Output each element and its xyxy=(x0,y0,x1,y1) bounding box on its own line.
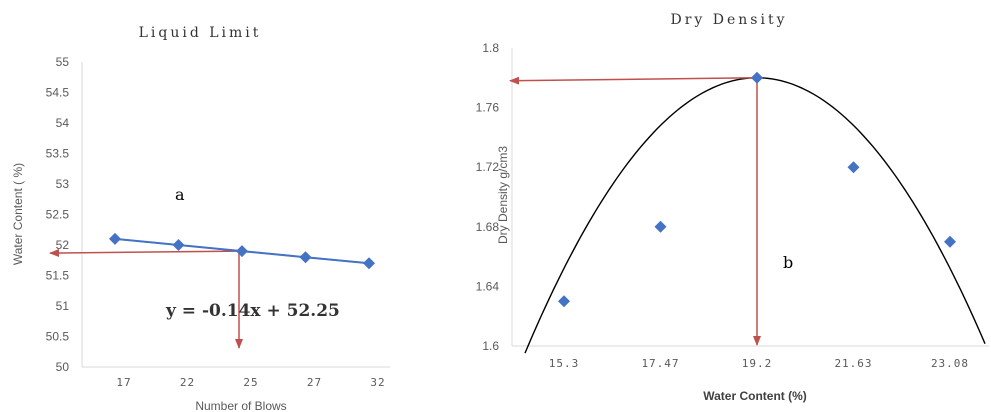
dry-density-chart: Dry Density 1.61.641.681.721.761.8 15.3 1… xyxy=(476,12,989,403)
chart-a-y-tick-label: 53.5 xyxy=(46,147,70,161)
chart-b-arrow-left xyxy=(509,76,758,85)
chart-b-points xyxy=(558,71,956,308)
chart-a-y-tick-label: 51.5 xyxy=(46,269,70,283)
chart-b-point xyxy=(847,161,860,174)
chart-a-point xyxy=(109,232,121,245)
chart-a-y-tick-label: 52 xyxy=(56,238,70,252)
chart-b-x-ticks: 15.3 17.47 19.2 21.63 23.08 xyxy=(549,357,969,370)
chart-a-y-tick-label: 53 xyxy=(56,177,70,191)
chart-a-y-tick-label: 55 xyxy=(56,55,70,69)
chart-b-title: Dry Density xyxy=(671,12,788,28)
chart-b-y-tick-label: 1.8 xyxy=(482,41,499,55)
chart-a-arrow-left xyxy=(49,249,240,258)
chart-b-point xyxy=(654,220,667,233)
chart-a-x-label: Number of Blows xyxy=(195,399,286,412)
chart-a-equation: y = -0.14x + 52.25 xyxy=(165,301,340,321)
chart-a-y-tick-label: 50.5 xyxy=(46,330,70,344)
chart-b-x-tick-label: 23.08 xyxy=(931,357,969,370)
liquid-limit-chart: Liquid Limit 5050.55151.55252.55353.5545… xyxy=(11,25,390,412)
chart-a-x-ticks: 17 22 25 27 32 xyxy=(116,376,385,389)
chart-a-title: Liquid Limit xyxy=(139,25,262,41)
chart-a-point xyxy=(363,257,375,270)
chart-a-x-tick-label: 22 xyxy=(180,376,195,389)
chart-a-y-tick-label: 50 xyxy=(56,360,70,374)
chart-a-x-tick-label: 32 xyxy=(370,376,385,389)
chart-b-y-ticks: 1.6 1.64 1.68 1.72 1.76 1.8 xyxy=(476,41,500,353)
chart-b-x-tick-label: 21.63 xyxy=(834,357,872,370)
chart-b-x-tick-label: 17.47 xyxy=(641,357,679,370)
chart-b-x-tick-label: 15.3 xyxy=(549,357,580,370)
chart-b-arrows xyxy=(509,76,761,346)
chart-b-y-tick-label: 1.6 xyxy=(482,339,499,353)
chart-a-x-tick-label: 17 xyxy=(116,376,131,389)
chart-b-y-label: Dry Density g/cm3 xyxy=(496,146,510,244)
chart-a-y-tick-label: 52.5 xyxy=(46,208,70,222)
chart-a-points xyxy=(109,232,375,270)
chart-b-point xyxy=(944,235,956,248)
chart-a-point xyxy=(236,245,248,258)
chart-a-point xyxy=(172,239,185,251)
chart-a-y-label: Water Content ( %) xyxy=(11,163,25,265)
chart-b-fit-curve xyxy=(524,77,986,354)
chart-a-y-tick-label: 54.5 xyxy=(46,86,70,100)
chart-a-y-tick-label: 54 xyxy=(56,116,70,130)
chart-a-y-tick-label: 51 xyxy=(56,299,70,313)
chart-b-point xyxy=(751,71,763,84)
chart-b-point xyxy=(558,295,570,308)
chart-a-x-tick-label: 25 xyxy=(243,376,258,389)
chart-a-arrows xyxy=(49,249,243,349)
chart-b-x-tick-label: 19.2 xyxy=(742,357,773,370)
chart-b-x-label: Water Content (%) xyxy=(703,389,807,403)
chart-a-annotation: a xyxy=(175,185,185,204)
chart-b-fit-curve-line xyxy=(524,77,986,354)
chart-b-y-tick-label: 1.68 xyxy=(476,220,500,234)
chart-b-y-tick-label: 1.64 xyxy=(476,279,500,293)
chart-b-y-tick-label: 1.76 xyxy=(476,101,500,115)
chart-b-annotation: b xyxy=(783,253,793,272)
chart-a-x-tick-label: 27 xyxy=(307,376,322,389)
chart-a-y-ticks: 50 50.5 51 51.5 52 52.5 53 53.5 54 54.5 55 xyxy=(46,55,70,374)
chart-b-y-tick-label: 1.72 xyxy=(476,160,500,174)
chart-a-point xyxy=(299,251,312,264)
